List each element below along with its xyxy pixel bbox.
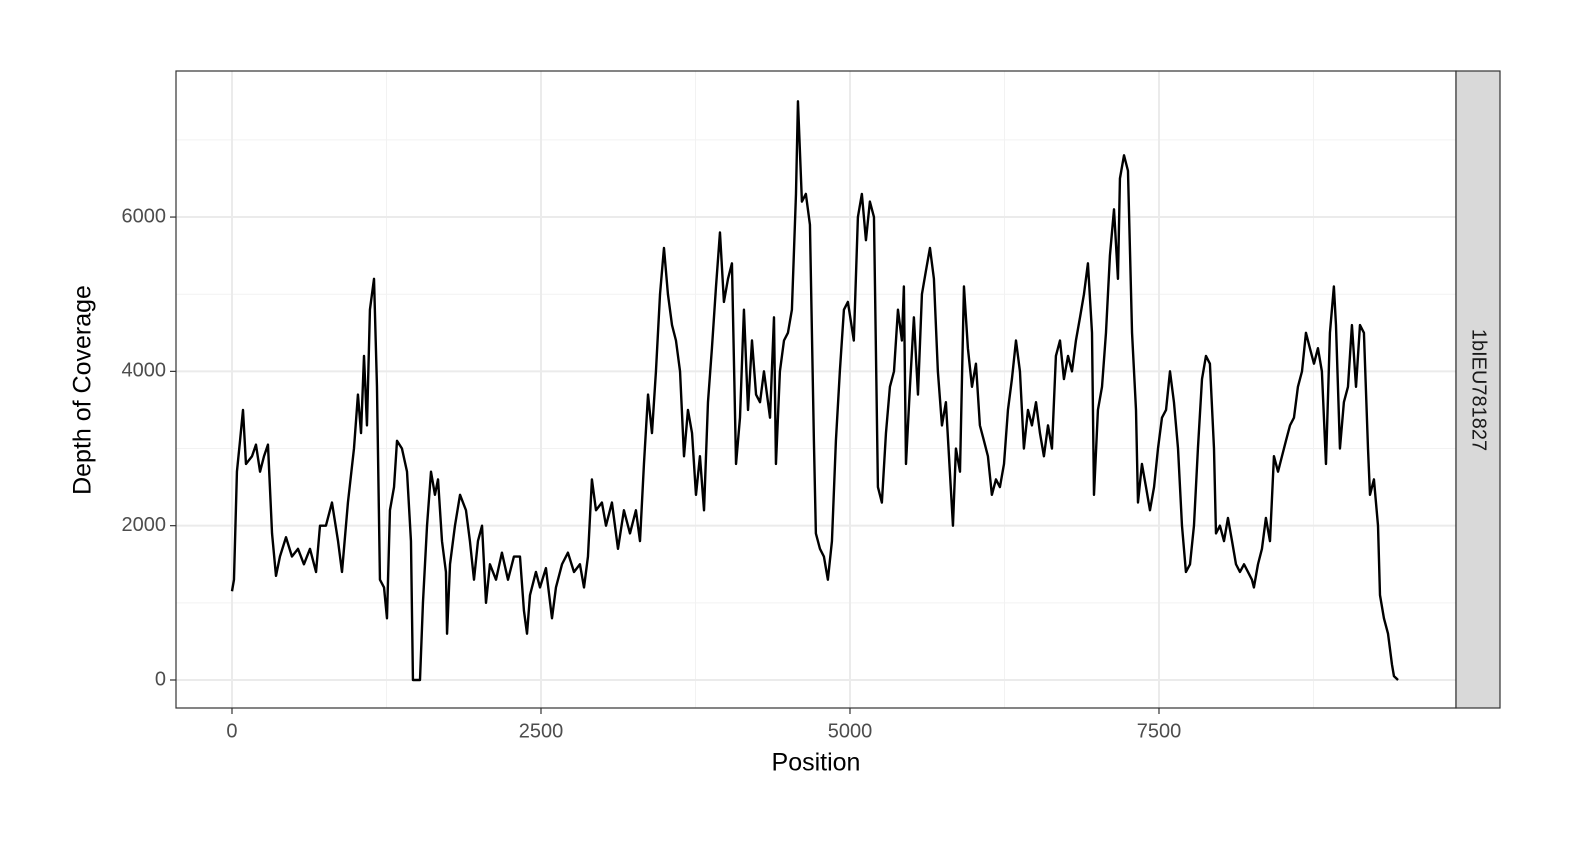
x-tick-label: 2500: [519, 720, 564, 742]
facet-strip: [1455, 70, 1501, 709]
x-tick-label: 7500: [1137, 720, 1182, 742]
facet-label: 1bIEU781827: [1468, 329, 1490, 451]
x-tick-label: 5000: [828, 720, 873, 742]
y-tick-label: 4000: [122, 360, 167, 382]
y-axis-title: Depth of Coverage: [69, 285, 97, 495]
y-tick-label: 2000: [122, 514, 167, 536]
panel-background: [176, 71, 1456, 708]
x-tick-label: 0: [226, 720, 237, 742]
x-axis-title: Position: [772, 749, 861, 777]
coverage-line: [230, 100, 1399, 682]
y-tick-label: 0: [155, 668, 166, 690]
plot-area: [230, 100, 1399, 682]
y-tick-label: 6000: [122, 205, 167, 227]
